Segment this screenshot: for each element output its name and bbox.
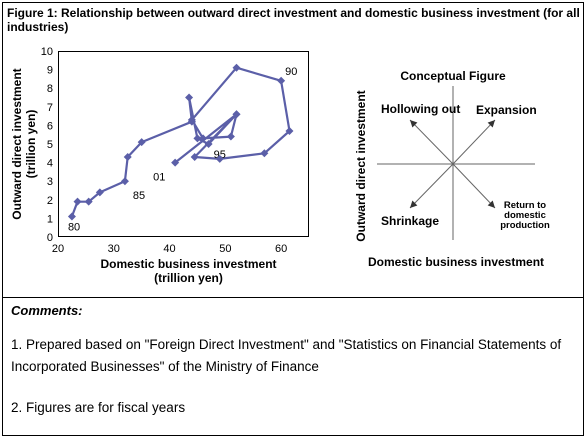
data-point [226,132,235,141]
figure-title: Figure 1: Relationship between outward d… [7,6,580,34]
concept-arrow [409,163,454,209]
x-tick-label: 50 [219,243,231,255]
comment-note-2: 2. Figures are for fiscal years [11,400,186,415]
x-tick-labels: 20 30 40 50 60 [52,243,287,255]
arrowhead [487,120,495,128]
y-tick-label: 9 [47,65,53,77]
concept-y-axis-title: Outward direct investment [354,90,368,241]
y-tick-label: 2 [47,195,53,207]
y-tick-label: 0 [47,232,53,244]
y-axis-title: Outward direct investment(trillion yen) [10,68,38,219]
plot-border [58,51,309,237]
arrowhead [410,200,418,208]
conceptual-figure: Conceptual Figure Outward direct investm… [354,69,550,269]
data-point [199,134,208,143]
data-point [193,134,202,143]
year-label: 90 [285,66,297,78]
quadrant-return-to-domestic-production: Return to domestic production [500,200,550,231]
arrowhead [410,120,418,128]
conceptual-figure-title: Conceptual Figure [400,69,506,83]
quadrant-expansion: Expansion [476,103,537,117]
arrowhead [487,200,495,208]
data-point [171,158,180,167]
scatter-line-chart: Outward direct investment(trillion yen) … [10,46,297,285]
data-point [187,115,196,124]
data-point [260,149,269,158]
data-point [204,140,213,148]
y-tick-label: 3 [47,176,53,188]
concept-arrow [452,163,496,209]
x-tick-label: 40 [163,243,175,255]
comment-note-1: 1. Prepared based on "Foreign Direct Inv… [11,337,562,374]
data-point [185,93,194,102]
year-label: 80 [68,222,80,234]
figure-frame: Figure 1: Relationship between outward d… [2,2,584,436]
data-point [285,126,294,135]
data-point [137,138,146,147]
year-label: 85 [133,190,145,202]
y-axis-title-text: Outward direct investment(trillion yen) [10,68,38,219]
y-tick-label: 10 [41,46,53,58]
concept-axes [377,86,535,240]
concept-arrow [409,119,454,165]
y-tick-label: 5 [47,139,53,151]
x-axis-title: Domestic business investment (trillion ye… [100,257,276,285]
y-tick-labels: 0 1 2 3 4 5 6 7 8 9 10 [41,46,53,244]
data-point [73,197,82,206]
data-point [95,188,104,197]
y-tick-label: 7 [47,102,53,114]
data-point [232,110,241,119]
y-tick-label: 4 [47,158,53,170]
concept-x-axis-title: Domestic business investment [368,255,544,269]
data-point [215,154,224,163]
x-tick-label: 60 [275,243,287,255]
concept-arrow [452,119,496,165]
x-tick-label: 30 [108,243,120,255]
y-tick-label: 8 [47,83,53,95]
y-tick-label: 1 [47,213,53,225]
data-point [123,153,132,162]
y-tick-label: 6 [47,120,53,132]
data-point [190,153,199,162]
x-axis-title-text: Domestic business investment (trillion ye… [100,257,276,285]
comments-heading: Comments: [11,303,83,318]
x-tick-label: 20 [52,243,64,255]
data-point [67,212,76,221]
quadrant-shrinkage: Shrinkage [381,214,439,228]
quadrant-hollowing-out: Hollowing out [381,102,460,116]
year-label: 01 [153,172,165,184]
plot-area: 8085959001 [67,63,297,234]
section-divider [3,297,583,298]
data-point [277,76,286,85]
data-point [120,177,129,186]
data-point [84,197,93,206]
